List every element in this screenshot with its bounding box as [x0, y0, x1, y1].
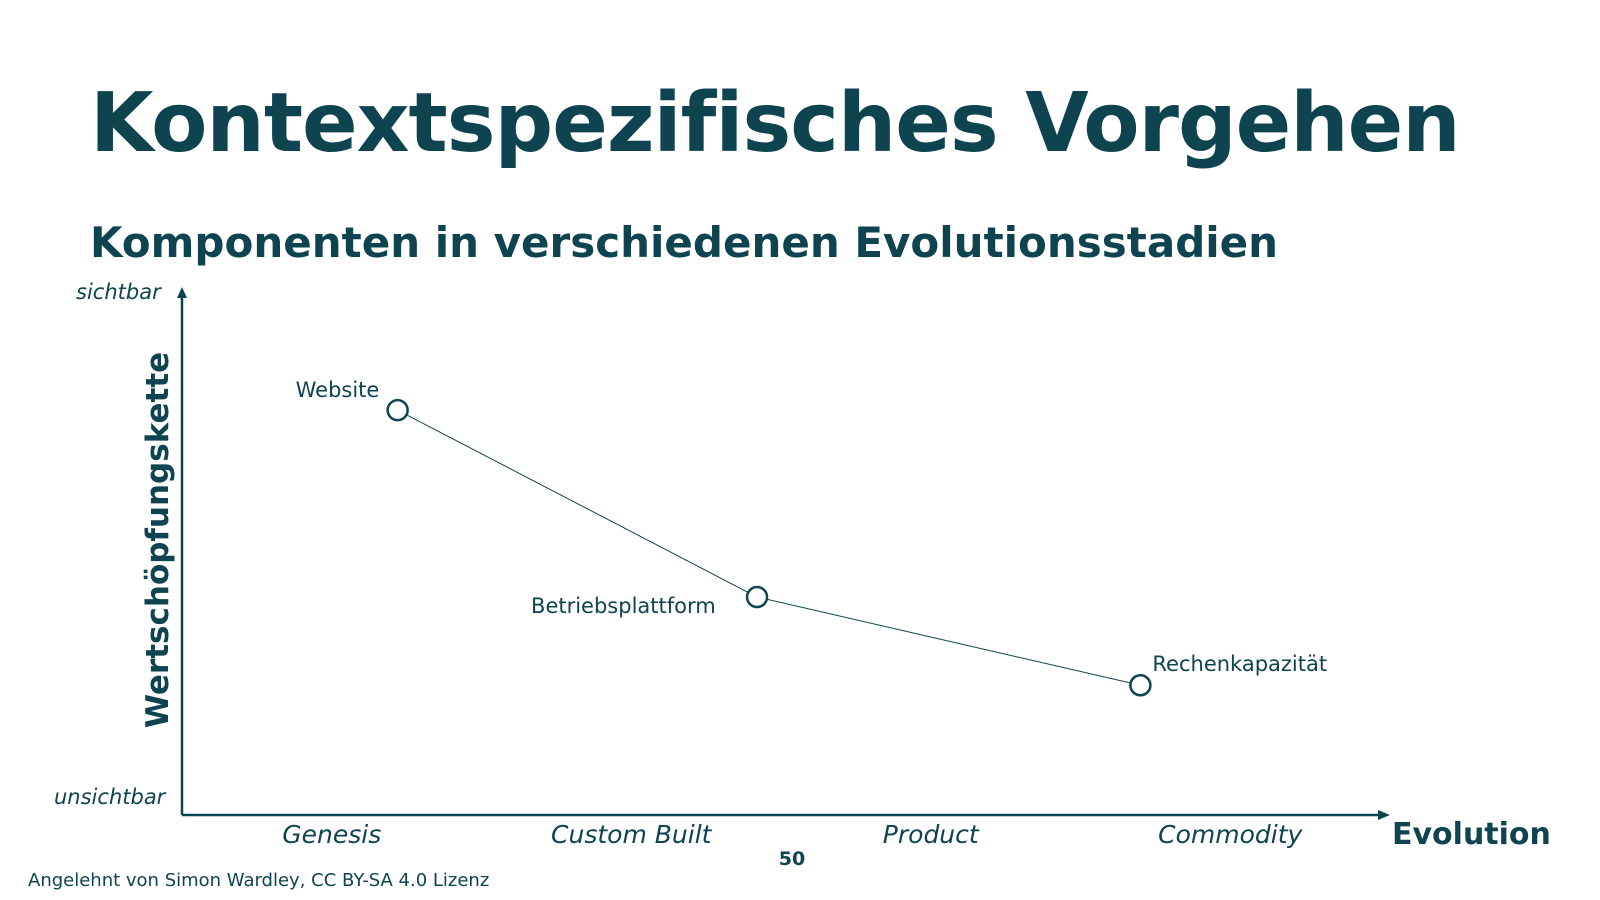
component-label-website: Website: [295, 378, 380, 403]
component-node: [1129, 674, 1152, 697]
page-number: 50: [778, 848, 806, 870]
component-node: [745, 585, 769, 609]
component-node: [386, 398, 409, 422]
component-links: [397, 409, 1141, 686]
stage-custom-built: Custom Built: [551, 820, 712, 849]
y-axis-arrow: [177, 287, 187, 298]
component-link: [756, 596, 1141, 686]
component-label-rechenkapazitaet: Rechenkapazität: [1152, 652, 1328, 677]
stage-commodity: Commodity: [1158, 820, 1303, 849]
y-axis-title: Wertschöpfungskette: [140, 351, 176, 729]
y-axis-bottom-label: unsichtbar: [54, 785, 166, 809]
stage-product: Product: [882, 820, 979, 849]
slide-subtitle: Komponenten in verschiedenen Evolutionss…: [90, 218, 1279, 267]
component-label-betriebsplattform: Betriebsplattform: [531, 594, 716, 619]
component-nodes: [386, 398, 1152, 697]
x-axis-title: Evolution: [1392, 817, 1551, 852]
stage-genesis: Genesis: [282, 820, 382, 849]
slide-title: Kontextspezifisches Vorgehen: [90, 76, 1461, 171]
y-axis-top-label: sichtbar: [76, 280, 161, 304]
x-axis-arrow: [1378, 810, 1390, 820]
component-link: [397, 409, 758, 598]
axes: [177, 287, 1390, 820]
footer-attribution: Angelehnt von Simon Wardley, CC BY-SA 4.…: [28, 870, 490, 891]
